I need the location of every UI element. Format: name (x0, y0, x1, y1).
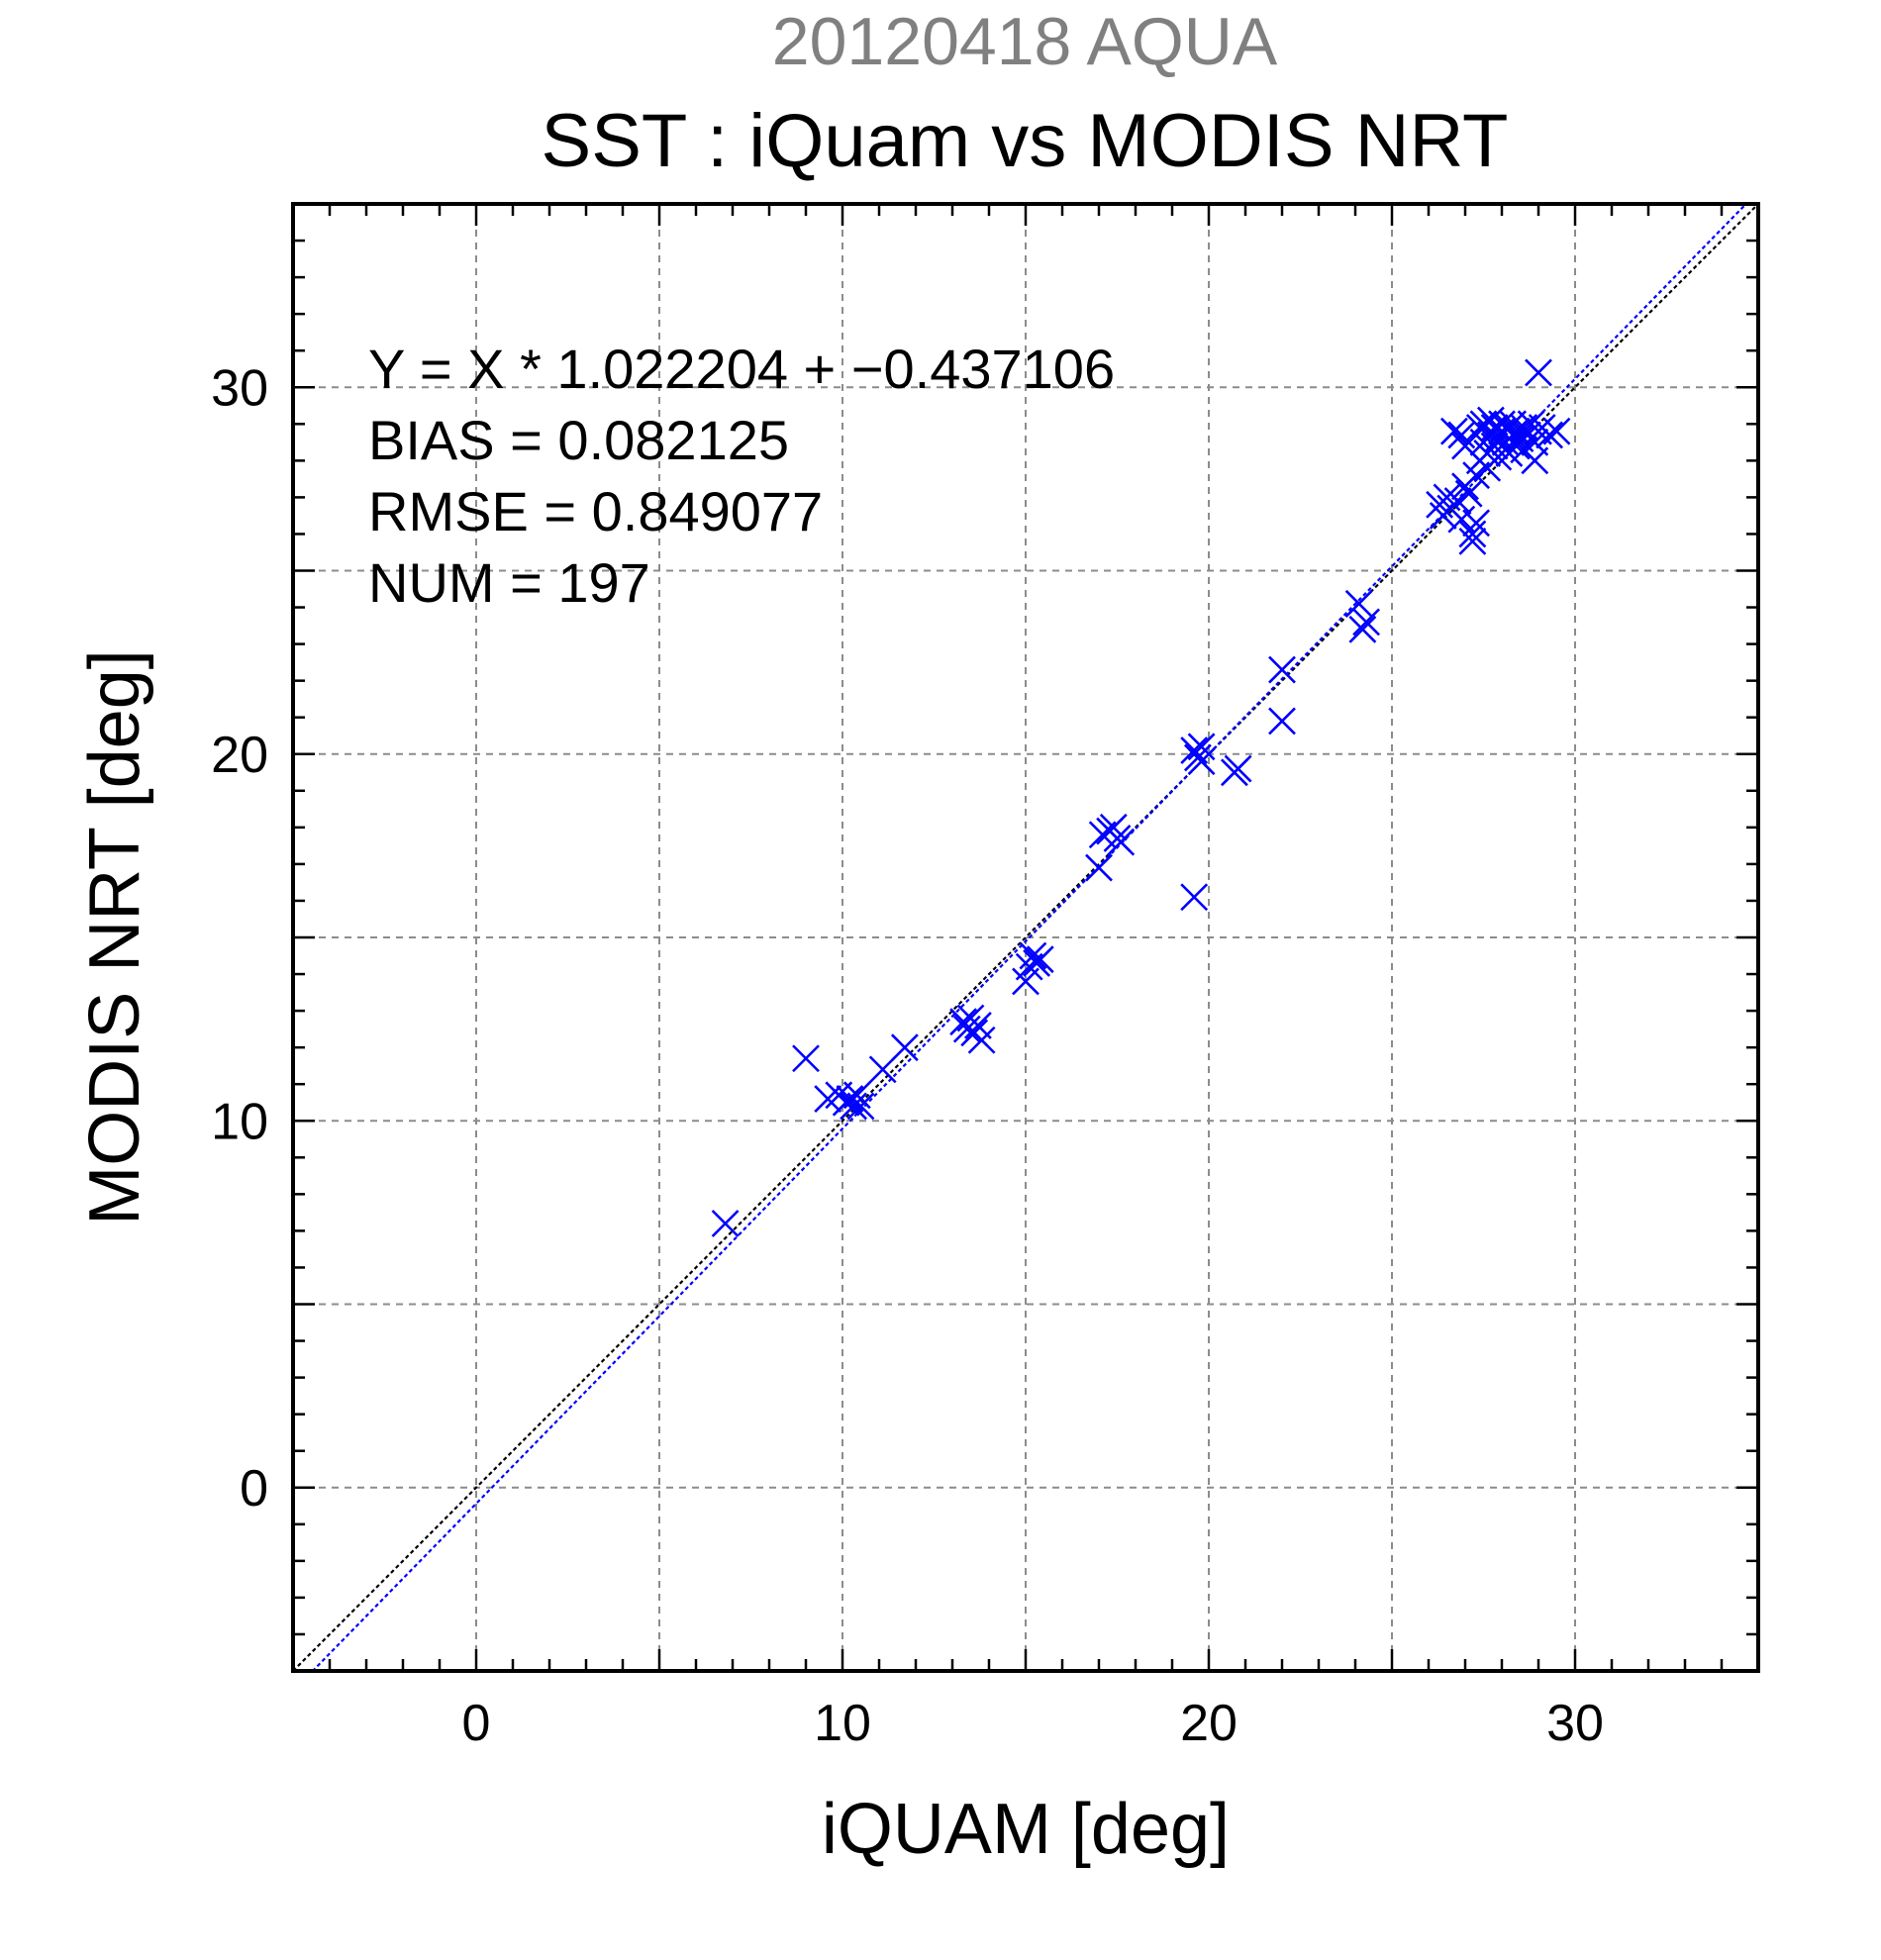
data-point (1525, 358, 1552, 387)
chart-subtitle: 20120418 AQUA (772, 4, 1278, 79)
data-point (846, 1092, 875, 1121)
data-point (1224, 754, 1252, 783)
x-tick-label: 10 (814, 1695, 871, 1752)
data-point (952, 1015, 981, 1043)
data-point (1454, 479, 1483, 508)
y-tick-labels: 0 10 20 30 (211, 359, 268, 1518)
data-point (711, 1210, 740, 1237)
x-axis-label: iQUAM [deg] (822, 1790, 1230, 1869)
data-point (1180, 883, 1209, 912)
stats-line: Y = X * 1.022204 + −0.437106 (368, 338, 1115, 400)
stats-line: NUM = 197 (368, 551, 650, 614)
y-tick-label: 20 (211, 727, 268, 784)
x-tick-label: 20 (1180, 1695, 1238, 1752)
data-point (1542, 417, 1571, 445)
data-point (967, 1026, 996, 1054)
grid (293, 204, 1758, 1671)
plot-frame (291, 202, 1760, 1673)
data-point (1187, 733, 1216, 761)
stats-line: RMSE = 0.849077 (368, 480, 823, 542)
data-point (1348, 615, 1377, 643)
stats-box: Y = X * 1.022204 + −0.437106 BIAS = 0.082… (368, 338, 1115, 614)
data-point (1019, 941, 1047, 970)
data-point (1026, 945, 1054, 974)
data-point (1458, 527, 1487, 555)
data-point (1535, 421, 1564, 449)
y-tick-label: 0 (240, 1460, 268, 1518)
data-point (1268, 707, 1296, 735)
data-point (792, 1044, 820, 1073)
data-point (1187, 747, 1216, 776)
x-tick-label: 0 (462, 1695, 491, 1752)
x-tick-label: 30 (1546, 1695, 1604, 1752)
data-point (1344, 589, 1373, 618)
stats-line: BIAS = 0.082125 (368, 409, 789, 471)
data-point (840, 1092, 868, 1121)
data-point (1521, 446, 1549, 475)
chart-title: SST : iQuam vs MODIS NRT (542, 99, 1509, 183)
y-tick-label: 10 (211, 1093, 268, 1150)
data-point (1352, 608, 1381, 637)
data-point (1447, 421, 1476, 449)
data-point (1458, 520, 1487, 548)
data-point (1502, 417, 1531, 445)
data-point (1462, 509, 1491, 538)
y-tick-label: 30 (211, 359, 268, 417)
data-point (868, 1055, 897, 1084)
data-point (1099, 813, 1128, 841)
data-point (842, 1081, 871, 1110)
data-point (1268, 655, 1296, 684)
scatter-points (711, 358, 1571, 1237)
x-tick-labels: 0 10 20 30 (462, 1695, 1604, 1752)
data-point (1439, 417, 1468, 445)
data-point (1085, 853, 1113, 882)
data-point (814, 1085, 842, 1113)
data-point (890, 1033, 919, 1062)
y-axis-label: MODIS NRT [deg] (75, 649, 154, 1225)
data-point (1107, 828, 1136, 856)
